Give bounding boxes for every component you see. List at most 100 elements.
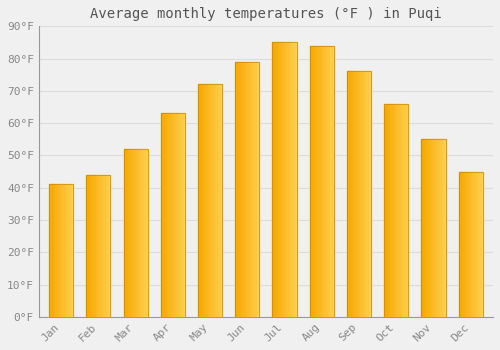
Bar [356,71,358,317]
Bar [392,104,394,317]
Bar [176,113,178,317]
Bar [160,113,185,317]
Bar [128,149,130,317]
Bar [466,172,467,317]
Bar [251,62,252,317]
Bar [54,184,55,317]
Bar [468,172,469,317]
Bar [160,113,162,317]
Bar [64,184,65,317]
Bar [438,139,440,317]
Bar [425,139,426,317]
Bar [86,175,110,317]
Bar [100,175,101,317]
Bar [482,172,483,317]
Bar [239,62,240,317]
Bar [198,84,222,317]
Bar [444,139,446,317]
Bar [235,62,260,317]
Bar [288,42,290,317]
Bar [368,71,370,317]
Bar [144,149,146,317]
Bar [215,84,216,317]
Bar [284,42,286,317]
Bar [199,84,200,317]
Bar [458,172,483,317]
Bar [98,175,100,317]
Bar [347,71,348,317]
Bar [461,172,462,317]
Bar [370,71,371,317]
Bar [71,184,72,317]
Bar [470,172,472,317]
Bar [246,62,248,317]
Bar [203,84,204,317]
Bar [326,46,328,317]
Bar [206,84,208,317]
Bar [407,104,408,317]
Bar [134,149,136,317]
Bar [238,62,239,317]
Bar [139,149,140,317]
Bar [182,113,184,317]
Bar [146,149,148,317]
Bar [254,62,256,317]
Bar [442,139,443,317]
Bar [143,149,144,317]
Bar [244,62,245,317]
Bar [422,139,446,317]
Bar [460,172,461,317]
Bar [320,46,322,317]
Bar [174,113,176,317]
Bar [280,42,281,317]
Bar [136,149,137,317]
Bar [332,46,334,317]
Bar [276,42,278,317]
Bar [424,139,425,317]
Bar [428,139,430,317]
Bar [395,104,396,317]
Bar [360,71,362,317]
Bar [212,84,214,317]
Bar [250,62,251,317]
Bar [422,139,446,317]
Bar [436,139,437,317]
Bar [274,42,275,317]
Bar [282,42,284,317]
Bar [329,46,330,317]
Bar [60,184,61,317]
Bar [67,184,68,317]
Bar [354,71,356,317]
Bar [49,184,73,317]
Bar [316,46,317,317]
Bar [68,184,70,317]
Bar [133,149,134,317]
Bar [458,172,460,317]
Bar [472,172,473,317]
Bar [127,149,128,317]
Bar [245,62,246,317]
Bar [221,84,222,317]
Bar [168,113,169,317]
Bar [443,139,444,317]
Bar [272,42,296,317]
Bar [364,71,365,317]
Bar [169,113,170,317]
Bar [96,175,97,317]
Bar [352,71,353,317]
Bar [66,184,67,317]
Bar [474,172,476,317]
Bar [434,139,436,317]
Bar [347,71,371,317]
Bar [359,71,360,317]
Bar [467,172,468,317]
Bar [132,149,133,317]
Bar [324,46,326,317]
Bar [126,149,127,317]
Bar [384,104,408,317]
Bar [209,84,210,317]
Bar [240,62,242,317]
Bar [292,42,293,317]
Bar [167,113,168,317]
Bar [430,139,431,317]
